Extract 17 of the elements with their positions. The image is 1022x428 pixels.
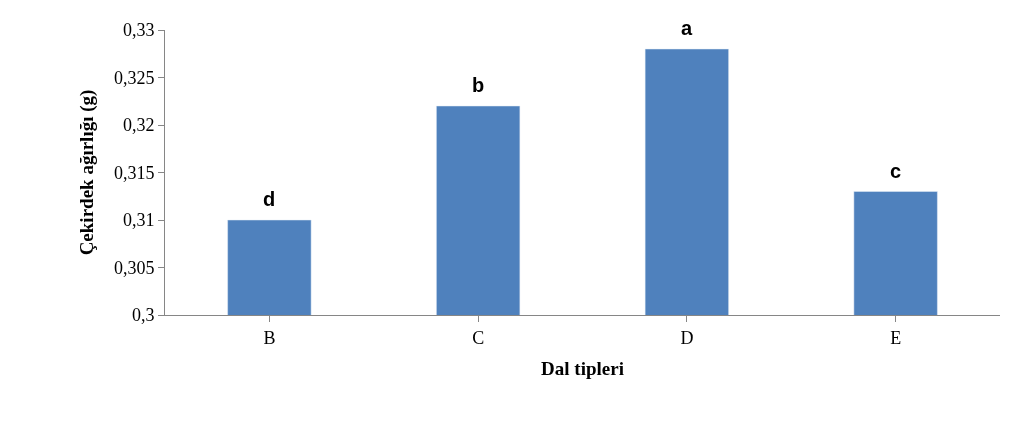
y-tick-label: 0,31 (122, 210, 155, 231)
y-tick-label: 0,325 (113, 67, 155, 88)
x-axis-title: Dal tipleri (541, 358, 624, 380)
y-tick-label: 0,305 (113, 257, 155, 278)
annotation: c (890, 160, 902, 182)
y-tick-label: 0,315 (113, 162, 155, 183)
x-tick-label: B (263, 327, 276, 348)
x-tick-label: C (472, 327, 485, 348)
y-tick-label: 0,3 (131, 305, 155, 326)
annotation: b (472, 74, 485, 96)
annotation: a (681, 17, 693, 39)
annotation: d (263, 188, 276, 210)
y-tick-label: 0,32 (122, 115, 155, 136)
y-axis-title: Çekirdek ağırlığı (g) (75, 89, 98, 256)
y-tick-label: 0,33 (122, 20, 155, 41)
x-tick-label: E (890, 327, 902, 348)
x-tick-label: D (680, 327, 694, 348)
